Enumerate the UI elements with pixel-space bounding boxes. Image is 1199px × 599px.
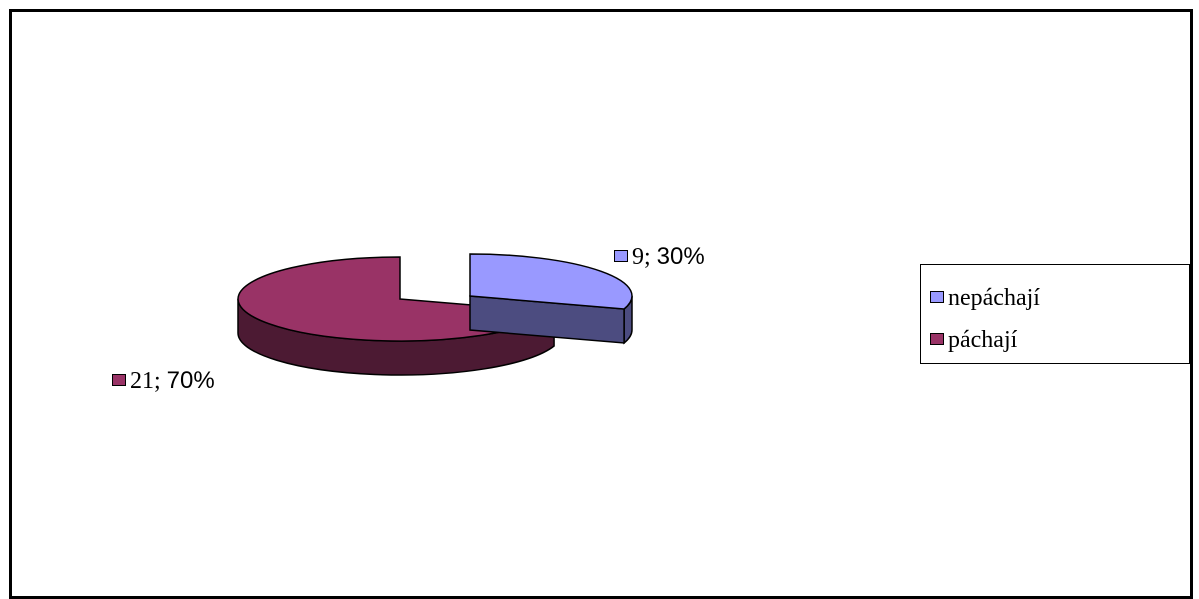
legend-item-nepachaji: nepáchají <box>930 286 1040 310</box>
legend: nepáchají páchají <box>920 264 1190 364</box>
data-label-count: 21 <box>130 368 154 394</box>
legend-swatch-nepachaji <box>930 291 944 304</box>
data-label-percent: 70% <box>166 367 215 394</box>
pie-slice-nepachaji <box>469 253 633 345</box>
pie-top-nepachaji <box>469 253 633 310</box>
legend-label: páchají <box>948 327 1018 353</box>
data-label-swatch-nepachaji <box>614 249 628 262</box>
data-label-pachaji: 21; 70% <box>112 369 215 393</box>
legend-swatch-pachaji <box>930 333 944 346</box>
data-label-count: 9 <box>632 244 644 270</box>
data-label-percent: 30% <box>656 243 705 270</box>
legend-item-pachaji: páchají <box>930 328 1017 352</box>
legend-label: nepáchají <box>948 285 1040 311</box>
data-label-swatch-pachaji <box>112 373 126 386</box>
data-label-nepachaji: 9; 30% <box>614 245 705 269</box>
